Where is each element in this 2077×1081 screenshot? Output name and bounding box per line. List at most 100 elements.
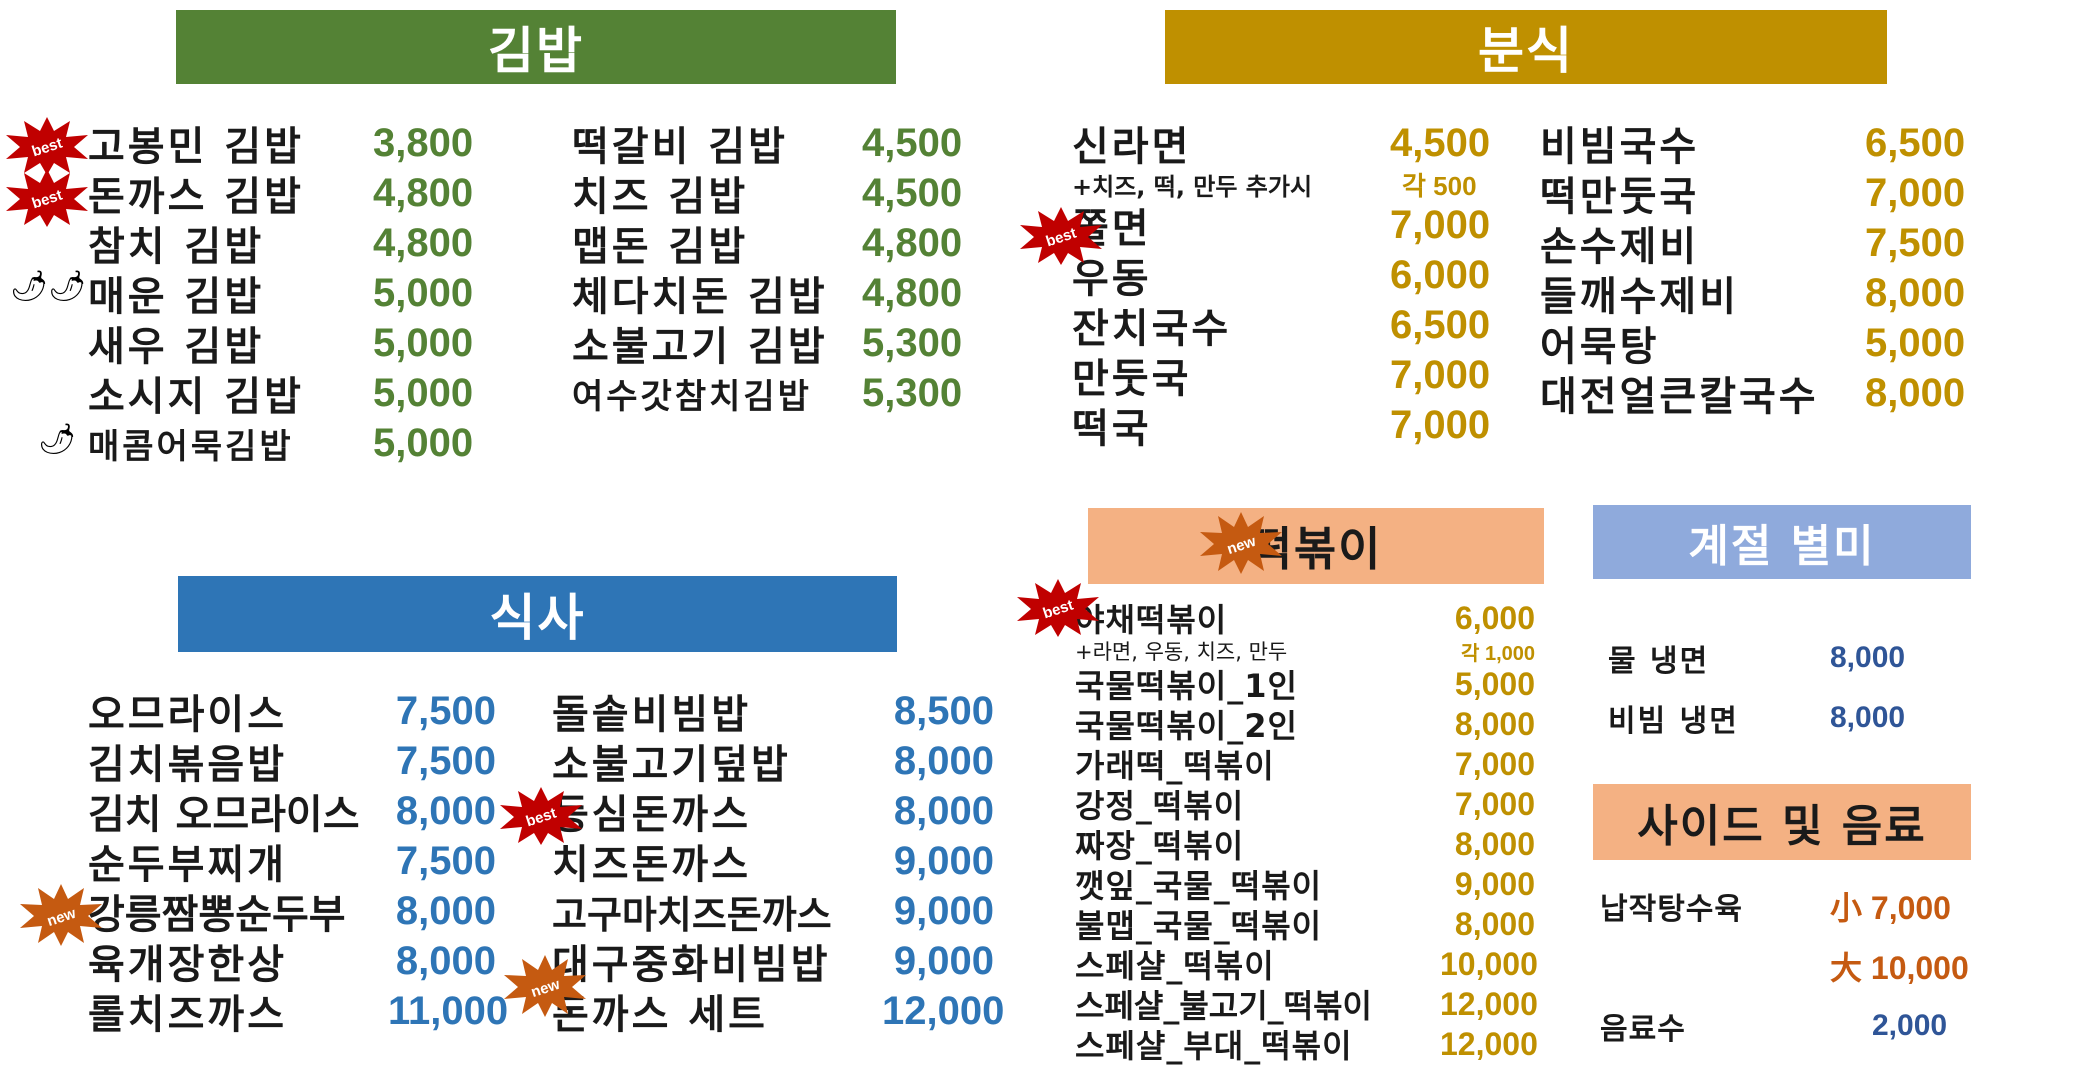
menu-item: 짜장_떡볶이 8,000 <box>1075 824 1535 866</box>
menu-item: 대구중화비빔밥 9,000 <box>552 936 994 989</box>
item-name: 매콤어묵김밥 <box>88 426 294 467</box>
item-price: 7,000 <box>1390 352 1491 397</box>
menu-item: 대전얼큰칼국수 8,000 <box>1540 368 1966 421</box>
menu-item: 참치 김밥 4,800 <box>88 218 473 271</box>
menu-item: 김치볶음밥 7,500 <box>88 736 496 789</box>
gimbap-header: 김밥 <box>176 10 896 84</box>
seasonal-list: 물 냉면 8,000 비빔 냉면 8,000 <box>1608 628 1905 748</box>
meal-right-list: 돌솥비빔밥 8,500 소불고기덮밥 8,000 등심돈까스 8,000 치즈돈까스 9… <box>552 686 1005 1039</box>
item-price: 6,500 <box>1390 302 1491 347</box>
item-price: 4,800 <box>862 220 963 265</box>
best-starburst-icon: best <box>6 117 88 175</box>
item-price: 9,000 <box>893 888 994 933</box>
menu-item: 맵돈 김밥 4,800 <box>572 218 963 271</box>
menu-item: 강릉짬뽕순두부 8,000 <box>88 886 496 939</box>
menu-item: 스페샬_부대_떡볶이 12,000 <box>1075 1024 1538 1066</box>
gimbap-right-list: 떡갈비 김밥 4,500 치즈 김밥 4,500 맵돈 김밥 4,800 체다치돈 김… <box>572 118 962 418</box>
item-price: 9,000 <box>893 838 994 883</box>
addon-price: 각 1,000 <box>1460 642 1535 665</box>
menu-item: 깻잎_국물_떡볶이 9,000 <box>1075 864 1535 906</box>
best-badge: best <box>498 785 584 847</box>
item-name: 김치 오므라이스 <box>88 792 360 838</box>
item-price: 5,000 <box>373 420 474 465</box>
menu-addon: +치즈, 떡, 만두 추가시 각 500 <box>1072 168 1490 201</box>
item-name: 야채떡볶이 <box>1075 601 1228 639</box>
item-name: 만둣국 <box>1072 356 1192 402</box>
menu-item: 돈까스 김밥 4,800 <box>88 168 473 221</box>
item-price: 7,500 <box>395 838 496 883</box>
menu-item: 불맵_국물_떡볶이 8,000 <box>1075 904 1535 946</box>
item-price: 7,000 <box>1454 785 1535 822</box>
bunsik-header: 분식 <box>1165 10 1887 84</box>
menu-item: 등심돈까스 8,000 <box>552 786 994 839</box>
sides-title: 사이드 및 음료 <box>1637 801 1927 852</box>
item-price: 12,000 <box>1440 1025 1538 1062</box>
item-name: 국물떡볶이_2인 <box>1075 707 1298 745</box>
item-price: 6,500 <box>1865 120 1966 165</box>
menu-item: 새우 김밥 5,000 <box>88 318 474 371</box>
item-name: 비빔 냉면 <box>1608 704 1739 739</box>
menu-item: 고봉민 김밥 3,800 <box>88 118 474 171</box>
chili-pepper-icon: 🌶🌶 <box>10 269 87 304</box>
item-price: 5,000 <box>373 320 474 365</box>
meal-title: 식사 <box>489 589 586 647</box>
addon-name: +라면, 우동, 치즈, 만두 <box>1075 640 1288 664</box>
item-price: 8,000 <box>893 738 994 783</box>
item-price: 8,000 <box>893 788 994 833</box>
tteokbokki-list: 야채떡볶이 6,000 +라면, 우동, 치즈, 만두 각 1,000 국물떡볶이_… <box>1075 598 1538 1066</box>
item-price: 8,000 <box>1830 641 1906 674</box>
menu-item: 만둣국 7,000 <box>1072 350 1491 403</box>
item-price: 8,000 <box>395 938 496 983</box>
item-price: 4,500 <box>862 170 963 215</box>
best-starburst-icon: best <box>500 787 582 845</box>
item-name: 떡갈비 김밥 <box>572 124 788 170</box>
item-price: 8,000 <box>1865 370 1966 415</box>
menu-item: 스페샬_불고기_떡볶이 12,000 <box>1075 984 1538 1026</box>
item-name: 들깨수제비 <box>1540 274 1739 320</box>
item-name: 납작탕수육 <box>1600 892 1743 927</box>
bunsik-right-list: 비빔국수 6,500 떡만둣국 7,000 손수제비 7,500 들깨수제비 8,000… <box>1540 118 1966 421</box>
addon-price: 각 500 <box>1402 170 1477 201</box>
new-starburst-icon: new <box>1200 512 1282 574</box>
item-name: 소시지 김밥 <box>88 374 304 420</box>
bunsik-left-list: 신라면 4,500 +치즈, 떡, 만두 추가시 각 500 쫄면 7,000 우동 6… <box>1072 118 1491 453</box>
item-name: 대전얼큰칼국수 <box>1540 374 1819 420</box>
item-name: 매운 김밥 <box>88 274 265 320</box>
seasonal-header: 계절 별미 <box>1593 505 1971 579</box>
best-badge: best <box>4 167 90 229</box>
item-name: 비빔국수 <box>1540 124 1700 170</box>
menu-item: 매콤어묵김밥 5,000 <box>88 418 473 468</box>
item-name: 오므라이스 <box>88 692 287 738</box>
menu-item: 강정_떡볶이 7,000 <box>1075 784 1535 826</box>
item-price: 7,000 <box>1454 745 1535 782</box>
item-name: 신라면 <box>1072 124 1192 170</box>
menu-item: 고구마치즈돈까스 9,000 <box>552 886 994 937</box>
item-price: 8,000 <box>1454 825 1535 862</box>
menu-item: 들깨수제비 8,000 <box>1540 268 1965 321</box>
menu-item: 납작탕수육 小 7,000 <box>1600 876 1969 936</box>
menu-item: 잔치국수 6,500 <box>1072 300 1491 353</box>
item-name: 떡국 <box>1072 406 1152 452</box>
item-name: 손수제비 <box>1540 224 1700 270</box>
item-price: 2,000 <box>1872 1009 1948 1042</box>
item-name: 스페샬_불고기_떡볶이 <box>1075 987 1372 1025</box>
item-price: 7,000 <box>1390 202 1491 247</box>
new-starburst-icon: new <box>20 884 102 946</box>
item-name: 육개장한상 <box>88 942 287 988</box>
menu-item: 야채떡볶이 6,000 <box>1075 598 1535 640</box>
new-badge: new <box>1198 510 1284 576</box>
item-name: 강릉짬뽕순두부 <box>88 892 346 938</box>
item-price: 3,800 <box>373 120 474 165</box>
item-price: 5,300 <box>862 320 963 365</box>
menu-item: 치즈 김밥 4,500 <box>572 168 963 221</box>
gimbap-title: 김밥 <box>488 22 584 80</box>
new-badge: new <box>18 882 104 948</box>
best-starburst-icon: best <box>1020 207 1102 265</box>
item-price: 8,000 <box>1454 705 1535 742</box>
item-price: 4,500 <box>1390 120 1491 165</box>
menu-item: 롤치즈까스 11,000 <box>88 986 508 1039</box>
item-price: 8,000 <box>1454 905 1535 942</box>
item-name: 국물떡볶이_1인 <box>1075 667 1298 705</box>
item-name: 롤치즈까스 <box>88 992 287 1038</box>
item-price: 12,000 <box>882 988 1005 1033</box>
